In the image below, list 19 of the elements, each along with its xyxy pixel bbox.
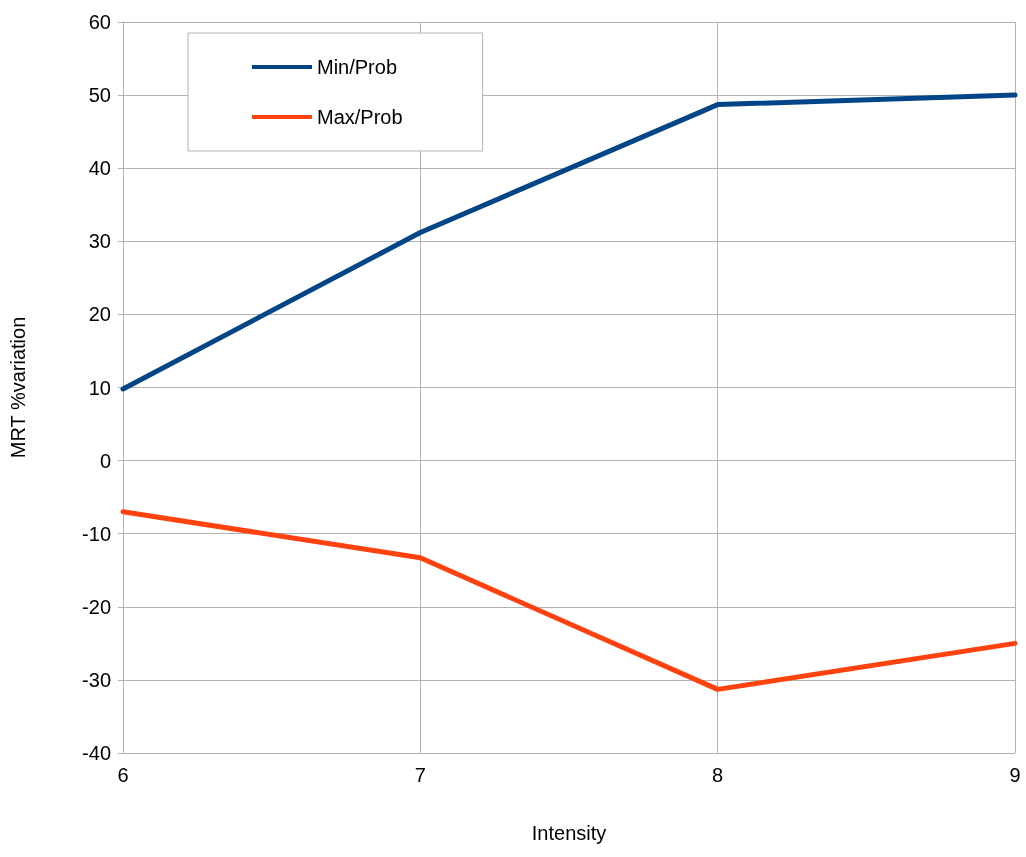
x-tick-label: 9 bbox=[1009, 764, 1021, 786]
x-tick-label: 8 bbox=[712, 764, 724, 786]
y-tick-label: 10 bbox=[88, 376, 111, 399]
y-tick-label: 20 bbox=[88, 303, 111, 326]
y-tick-label: -10 bbox=[82, 522, 111, 545]
y-tick-label: 30 bbox=[88, 230, 111, 253]
legend-label: Max/Prob bbox=[317, 106, 403, 128]
y-tick-label: 50 bbox=[88, 84, 111, 107]
x-tick-label: 7 bbox=[414, 764, 426, 786]
x-tick-label: 6 bbox=[117, 764, 129, 786]
y-tick-label: -30 bbox=[82, 668, 111, 691]
y-tick-label: 60 bbox=[88, 11, 111, 33]
y-tick-label: -40 bbox=[82, 742, 111, 764]
y-tick-label: 40 bbox=[88, 157, 111, 180]
x-axis-title: Intensity bbox=[531, 822, 607, 844]
y-tick-label: 0 bbox=[99, 449, 111, 472]
y-axis-title: MRT %variation bbox=[7, 316, 29, 459]
legend-label: Min/Prob bbox=[317, 56, 398, 78]
y-tick-label: -20 bbox=[82, 595, 111, 618]
